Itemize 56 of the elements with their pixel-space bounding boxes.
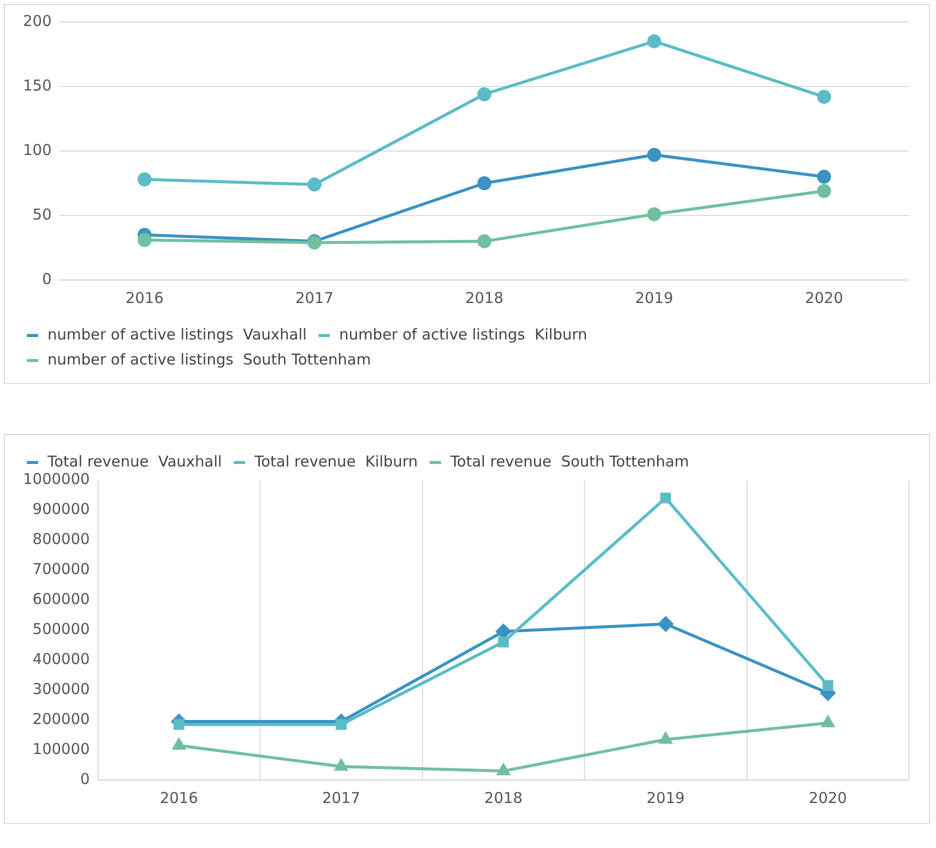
point	[138, 233, 152, 248]
legend-label: number of active listings Vauxhall	[48, 325, 307, 344]
point	[647, 207, 662, 222]
y-tick-label: 0	[80, 770, 90, 788]
point	[817, 170, 832, 184]
point	[336, 719, 347, 730]
x-tick-label: 2019	[646, 788, 685, 807]
x-tick-label: 2016	[160, 788, 198, 807]
legend-label: number of active listings Kilburn	[339, 325, 588, 344]
y-tick-label: 200	[22, 12, 52, 30]
point	[477, 234, 492, 248]
point	[138, 172, 152, 186]
point	[658, 616, 674, 632]
point	[822, 716, 834, 728]
x-tick-label: 2020	[808, 788, 847, 807]
x-tick-label: 2017	[322, 788, 360, 807]
x-tick-label: 2020	[804, 288, 844, 307]
point	[817, 184, 832, 198]
y-tick-label: 600000	[32, 590, 90, 608]
point	[660, 492, 672, 504]
y-tick-label: 50	[32, 205, 52, 224]
point	[659, 732, 672, 744]
y-tick-label: 300000	[32, 680, 90, 698]
point	[174, 719, 184, 730]
y-tick-label: 150	[22, 76, 52, 94]
legend-label: Total revenue Vauxhall	[46, 452, 222, 470]
y-tick-label: 900000	[32, 500, 90, 518]
point	[307, 178, 322, 192]
point	[647, 34, 662, 48]
legend-label: number of active listings South Tottenham	[48, 350, 371, 368]
y-tick-label: 1000000	[22, 470, 90, 488]
x-tick-label: 2018	[465, 288, 504, 307]
legend-label: Total revenue Kilburn	[253, 452, 418, 470]
x-tick-label: 2018	[484, 788, 522, 807]
point	[822, 680, 834, 691]
point	[498, 636, 509, 648]
point	[477, 87, 492, 102]
point	[477, 176, 492, 190]
y-tick-label: 800000	[32, 530, 90, 548]
point	[334, 760, 348, 771]
x-tick-label: 2017	[295, 288, 334, 307]
point	[497, 764, 510, 776]
legend-label: Total revenue South Tottenham	[449, 452, 690, 470]
x-tick-label: 2019	[635, 288, 674, 307]
y-tick-label: 200000	[32, 710, 90, 728]
y-tick-label: 500000	[32, 620, 90, 638]
point	[496, 624, 511, 639]
point	[172, 738, 186, 750]
y-tick-label: 100	[22, 140, 52, 159]
point	[647, 148, 662, 162]
y-tick-label: 0	[42, 270, 52, 288]
point	[817, 90, 832, 104]
y-tick-label: 100000	[32, 740, 90, 758]
y-tick-label: 400000	[32, 650, 90, 668]
x-tick-label: 2016	[125, 288, 164, 307]
y-tick-label: 700000	[32, 560, 90, 578]
